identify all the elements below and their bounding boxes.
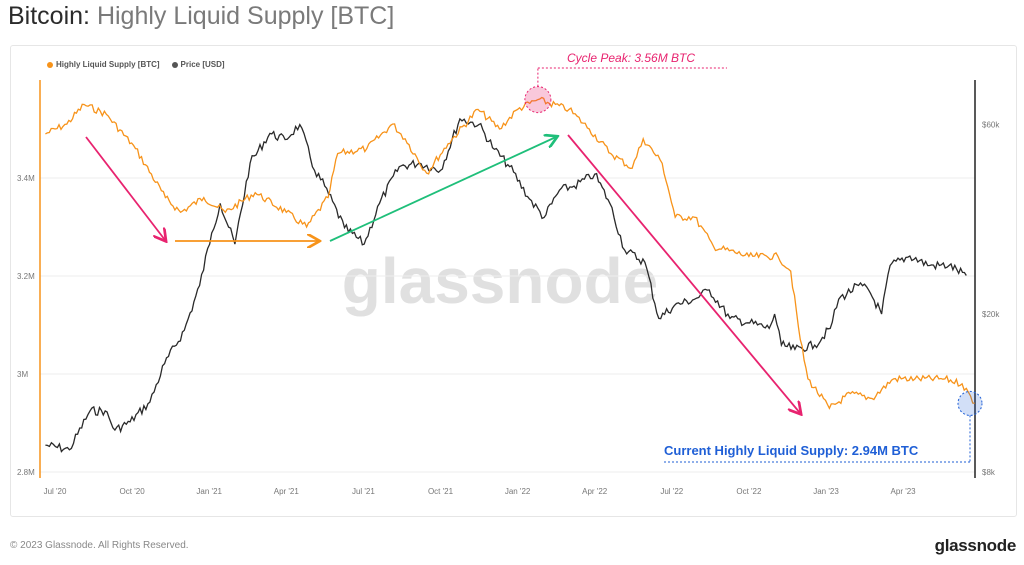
legend-dot-supply <box>47 61 53 68</box>
x-tick-label: Apr '21 <box>274 487 300 496</box>
trend-arrow-down-2 <box>567 134 800 413</box>
y-right-tick-label: $8k <box>982 468 996 477</box>
x-tick-label: Oct '22 <box>736 487 762 496</box>
glassnode-logo: glassnode <box>934 536 1017 555</box>
current-marker <box>957 390 983 416</box>
legend-dot-price <box>171 61 178 68</box>
x-tick-label: Jan '23 <box>813 487 839 496</box>
x-tick-label: Jul '21 <box>352 487 375 496</box>
legend-label-price: Price [USD] <box>180 60 225 69</box>
title-main: Bitcoin: <box>8 2 97 30</box>
x-tick-label: Jan '21 <box>196 487 222 496</box>
chart-panel <box>10 45 1017 517</box>
copyright: © 2023 Glassnode. All Rights Reserved. <box>10 540 189 551</box>
y-left-tick-label: 2.8M <box>17 468 35 477</box>
trend-arrow-up <box>329 137 556 242</box>
y-left-tick-label: 3M <box>17 370 28 379</box>
legend-label-supply: Highly Liquid Supply [BTC] <box>56 60 160 69</box>
x-tick-label: Apr '22 <box>582 487 608 496</box>
y-left-tick-label: 3.2M <box>17 272 35 281</box>
x-tick-label: Oct '20 <box>120 487 146 496</box>
current-label: Current Highly Liquid Supply: 2.94M BTC <box>664 443 919 458</box>
x-tick-label: Oct '21 <box>428 487 454 496</box>
peak-marker <box>524 86 552 114</box>
x-tick-label: Jul '22 <box>660 487 683 496</box>
watermark: glassnode <box>342 245 659 317</box>
y-right-tick-label: $20k <box>982 310 1000 319</box>
y-right-tick-label: $60k <box>982 121 1000 130</box>
x-tick-label: Jan '22 <box>505 487 531 496</box>
y-left-tick-label: 3.4M <box>17 174 35 183</box>
legend-item-supply[interactable]: Highly Liquid Supply [BTC] <box>47 60 160 69</box>
x-tick-label: Jul '20 <box>44 487 67 496</box>
peak-label: Cycle Peak: 3.56M BTC <box>567 51 695 65</box>
legend-item-price[interactable]: Price [USD] <box>171 60 225 69</box>
page-title: Bitcoin: Highly Liquid Supply [BTC] <box>8 2 394 31</box>
trend-arrow-down-1 <box>85 136 165 240</box>
legend: Highly Liquid Supply [BTC] Price [USD] <box>47 60 225 69</box>
supply-line <box>45 96 975 410</box>
x-tick-label: Apr '23 <box>891 487 917 496</box>
title-sub: Highly Liquid Supply [BTC] <box>96 2 395 30</box>
